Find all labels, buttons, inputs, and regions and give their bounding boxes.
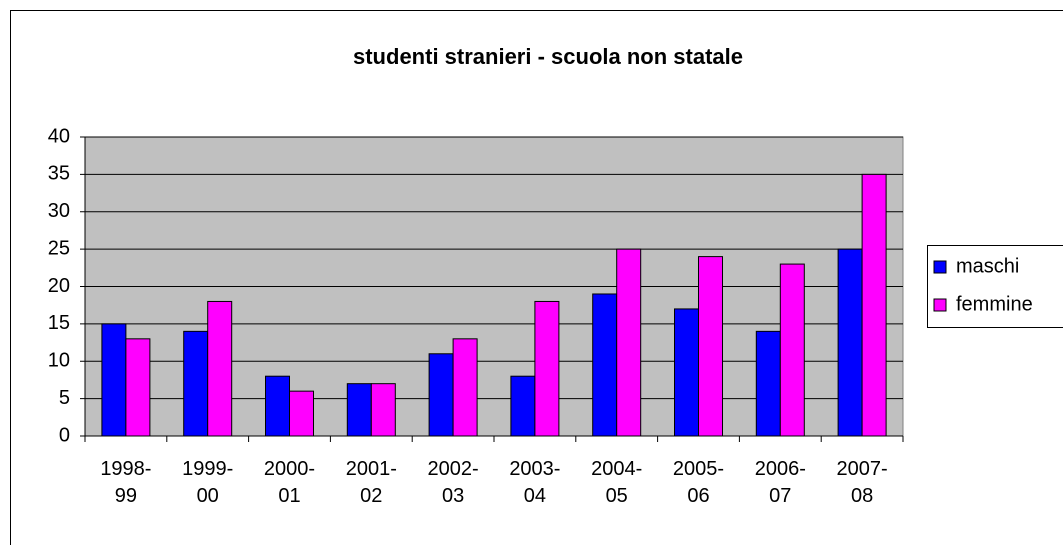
x-tick-label: 2007-08	[836, 458, 888, 507]
bar	[207, 300, 233, 437]
y-tick-label: 35	[48, 163, 70, 185]
x-tick-label: 2002-03	[427, 458, 479, 507]
x-tick-label: 2006-07	[754, 458, 806, 507]
bar	[428, 353, 454, 437]
bar	[125, 338, 151, 437]
x-tick-label: 1999-00	[182, 458, 234, 507]
bar	[755, 330, 781, 437]
legend-box	[927, 245, 1063, 328]
y-tick-label: 15	[48, 312, 70, 334]
x-tick-label: 2000-01	[263, 458, 316, 507]
bar	[616, 248, 642, 437]
chart-title: studenti stranieri - scuola non statale	[353, 44, 743, 69]
bar	[183, 330, 209, 437]
bar	[101, 323, 127, 437]
bar	[674, 308, 699, 437]
bar	[534, 300, 560, 437]
x-tick-label: 1998-99	[100, 458, 152, 507]
x-tick-label: 2001-02	[345, 458, 397, 507]
bar	[265, 375, 290, 437]
y-tick-label: 0	[59, 424, 70, 446]
bar	[592, 293, 618, 437]
legend-label: femmine	[956, 293, 1033, 315]
bar	[510, 375, 536, 437]
y-tick-label: 20	[48, 275, 70, 297]
bar	[779, 263, 805, 437]
x-tick-label: 2003-04	[509, 458, 561, 507]
bar	[452, 338, 478, 437]
bar	[861, 173, 887, 437]
bar	[370, 383, 396, 437]
y-tick-label: 10	[48, 350, 70, 372]
bar	[837, 248, 863, 437]
legend-swatch	[933, 260, 947, 274]
bar	[698, 256, 723, 437]
legend-swatch	[933, 298, 947, 312]
legend-label: maschi	[956, 255, 1019, 277]
bar	[346, 383, 372, 437]
bar	[289, 390, 314, 437]
x-tick-label: 2004-05	[591, 458, 643, 507]
y-tick-label: 5	[59, 387, 70, 409]
y-tick-label: 25	[48, 237, 70, 259]
x-tick-label: 2005-06	[672, 458, 725, 507]
y-tick-label: 40	[48, 125, 70, 147]
y-tick-label: 30	[48, 200, 70, 222]
